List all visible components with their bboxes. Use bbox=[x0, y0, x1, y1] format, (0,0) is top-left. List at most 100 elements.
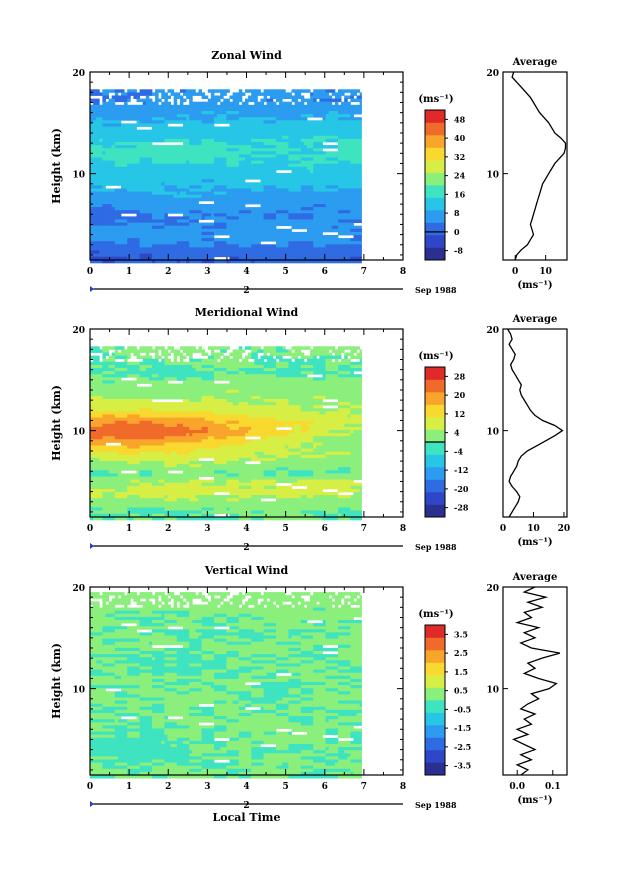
heatmap-cell bbox=[152, 235, 156, 239]
heatmap-cell bbox=[96, 210, 100, 214]
heatmap-cell bbox=[124, 173, 128, 177]
heatmap-cell bbox=[276, 346, 280, 350]
panel-title: Meridional Wind bbox=[195, 306, 299, 319]
heatmap-cell bbox=[170, 107, 175, 112]
heatmap-cell bbox=[307, 191, 311, 196]
heatmap-cell bbox=[272, 117, 277, 121]
heatmap-cell bbox=[223, 148, 227, 152]
heatmap-cell bbox=[229, 222, 233, 227]
heatmap-cell bbox=[90, 207, 94, 211]
heatmap-cell bbox=[223, 253, 227, 258]
heatmap-cell bbox=[204, 138, 209, 143]
heatmap-cell bbox=[158, 132, 162, 137]
heatmap-cell bbox=[316, 238, 320, 242]
heatmap-cell bbox=[248, 352, 252, 356]
heatmap-cell bbox=[347, 107, 351, 112]
heatmap-cell bbox=[266, 235, 271, 239]
heatmap-cell bbox=[108, 169, 113, 174]
heatmap-cell bbox=[176, 151, 181, 155]
heatmap-cell bbox=[121, 259, 125, 264]
heatmap-cell bbox=[316, 114, 320, 118]
heatmap-cell bbox=[214, 104, 218, 109]
heatmap-cell bbox=[155, 154, 159, 158]
heatmap-cell bbox=[282, 191, 286, 196]
heatmap-cell bbox=[130, 256, 134, 261]
heatmap-cell bbox=[189, 231, 193, 236]
heatmap-cell bbox=[238, 222, 243, 227]
heatmap-cell bbox=[238, 173, 243, 177]
heatmap-cell bbox=[195, 135, 199, 140]
heatmap-cell bbox=[214, 160, 218, 165]
heatmap-cell bbox=[183, 166, 187, 171]
heatmap-cell bbox=[325, 191, 330, 196]
heatmap-cell bbox=[179, 228, 184, 233]
heatmap-cell bbox=[158, 154, 162, 158]
heatmap-cell bbox=[189, 166, 193, 171]
heatmap-cell bbox=[300, 120, 305, 124]
heatmap-cell bbox=[152, 160, 156, 165]
heatmap-cell bbox=[285, 135, 289, 140]
heatmap-cell bbox=[186, 216, 190, 220]
heatmap-cell bbox=[328, 163, 333, 168]
heatmap-cell bbox=[192, 256, 196, 261]
heatmap-cell bbox=[229, 194, 233, 199]
heatmap-cell bbox=[121, 225, 125, 230]
heatmap-cell bbox=[201, 191, 206, 196]
heatmap-cell bbox=[338, 151, 342, 155]
heatmap-cell bbox=[99, 259, 103, 264]
heatmap-cell bbox=[279, 194, 283, 199]
heatmap-cell bbox=[105, 173, 109, 177]
heatmap-cell bbox=[344, 241, 348, 245]
heatmap-cell bbox=[263, 160, 268, 165]
heatmap-cell bbox=[226, 210, 230, 214]
heatmap-cell bbox=[344, 107, 348, 112]
heatmap-cell bbox=[334, 154, 339, 158]
heatmap-cell bbox=[142, 157, 147, 161]
heatmap-cell bbox=[328, 346, 333, 350]
heatmap-cell bbox=[347, 114, 351, 118]
heatmap-cell bbox=[179, 160, 184, 165]
heatmap-cell bbox=[322, 126, 326, 130]
heatmap-cell bbox=[257, 92, 261, 96]
heatmap-cell bbox=[105, 182, 109, 186]
heatmap-cell bbox=[331, 135, 336, 140]
heatmap-cell bbox=[257, 216, 261, 220]
heatmap-cell bbox=[99, 126, 103, 130]
heatmap-cell bbox=[300, 241, 305, 245]
heatmap-cell bbox=[353, 235, 357, 239]
heatmap-cell bbox=[269, 138, 274, 143]
heatmap-cell bbox=[294, 151, 299, 155]
heatmap-cell bbox=[133, 132, 137, 137]
heatmap-cell bbox=[313, 166, 317, 171]
heatmap-cell bbox=[328, 129, 333, 134]
heatmap-cell bbox=[167, 259, 171, 264]
heatmap-cell bbox=[350, 154, 354, 158]
heatmap-cell bbox=[155, 95, 159, 99]
heatmap-cell bbox=[114, 123, 119, 127]
heatmap-cell bbox=[235, 349, 240, 353]
heatmap-cell bbox=[319, 253, 323, 258]
heatmap-cell bbox=[263, 216, 268, 220]
heatmap-cell bbox=[248, 135, 252, 140]
heatmap-cell bbox=[279, 148, 283, 152]
heatmap-cell bbox=[353, 145, 357, 149]
heatmap-cell bbox=[142, 222, 147, 227]
heatmap-cell bbox=[341, 111, 345, 115]
heatmap-cell bbox=[229, 142, 233, 146]
heatmap-cell bbox=[136, 98, 140, 103]
heatmap-cell bbox=[303, 185, 308, 189]
heatmap-cell bbox=[139, 117, 144, 121]
heatmap-cell bbox=[263, 157, 268, 161]
heatmap-cell bbox=[148, 191, 153, 196]
heatmap-cell bbox=[195, 185, 199, 189]
heatmap-cell bbox=[223, 117, 227, 121]
heatmap-cell bbox=[167, 95, 171, 99]
heatmap-cell bbox=[217, 166, 221, 171]
heatmap-cell bbox=[158, 111, 162, 115]
heatmap-cell bbox=[189, 95, 193, 99]
heatmap-cell bbox=[152, 204, 156, 208]
heatmap-cell bbox=[210, 104, 215, 109]
heatmap-cell bbox=[353, 135, 357, 140]
heatmap-cell bbox=[152, 173, 156, 177]
heatmap-cell bbox=[93, 89, 97, 93]
